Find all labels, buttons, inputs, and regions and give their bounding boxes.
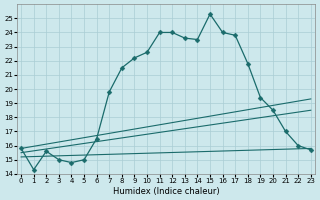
X-axis label: Humidex (Indice chaleur): Humidex (Indice chaleur) <box>113 187 219 196</box>
